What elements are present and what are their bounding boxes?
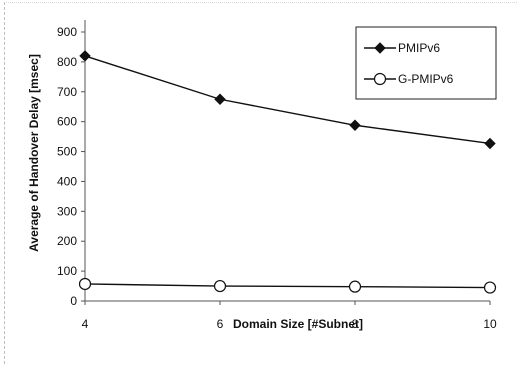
legend: PMIPv6 G-PMIPv6 <box>355 26 497 100</box>
y-tick-label: 500 <box>57 145 77 159</box>
data-point <box>348 280 362 293</box>
series-1 <box>78 277 497 294</box>
legend-marker <box>374 42 386 54</box>
y-tick-label: 800 <box>57 55 77 69</box>
y-tick-label: 0 <box>70 294 77 308</box>
x-tick-label: 4 <box>82 317 89 331</box>
data-point <box>214 93 226 105</box>
y-tick-label: 700 <box>57 85 77 99</box>
y-tick-label: 600 <box>57 115 77 129</box>
series <box>78 50 497 294</box>
series-0 <box>79 50 496 150</box>
data-point <box>349 119 361 131</box>
y-tick-label: 900 <box>57 25 77 39</box>
chart-frame <box>4 2 517 364</box>
legend-box <box>355 26 497 100</box>
data-point <box>78 277 92 291</box>
x-tick-label: 6 <box>217 317 224 331</box>
y-tick-label: 400 <box>57 174 77 188</box>
x-tick-label: 10 <box>483 317 497 331</box>
legend-label: PMIPv6 <box>398 41 440 55</box>
series-line <box>84 55 491 145</box>
data-point <box>213 279 227 293</box>
data-point <box>484 137 496 150</box>
tick-labels: 0 100 200 300 400 500 600 700 800 900 4 6 8 10 <box>57 25 497 331</box>
data-point <box>483 281 497 294</box>
x-tick-label: 8 <box>352 317 359 331</box>
axes <box>81 20 491 305</box>
y-axis-title: Average of Handover Delay [msec] <box>27 54 41 252</box>
y-tick-label: 300 <box>57 204 77 218</box>
y-tick-label: 200 <box>57 234 77 248</box>
series-line <box>84 283 491 289</box>
legend-marker <box>373 72 387 86</box>
legend-label: G-PMIPv6 <box>398 72 454 86</box>
x-axis-title: Domain Size [#Subnet] <box>233 317 363 331</box>
y-tick-label: 100 <box>57 264 77 278</box>
data-point <box>79 50 91 62</box>
